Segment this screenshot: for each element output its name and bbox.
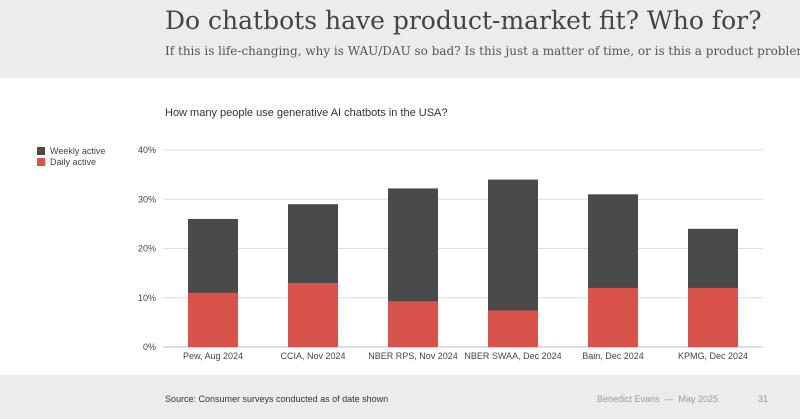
footer-date: May 2025: [678, 394, 719, 404]
bar-daily-active: [688, 287, 738, 347]
chart-legend: Weekly active Daily active: [37, 145, 105, 167]
footer-band: Source: Consumer surveys conducted as of…: [0, 375, 800, 419]
bar-daily-active: [188, 292, 238, 347]
legend-item-weekly: Weekly active: [37, 145, 105, 156]
x-tick-label: Pew, Aug 2024: [183, 351, 243, 361]
x-tick-label: NBER RPS, Nov 2024: [368, 351, 458, 361]
x-tick-label: KPMG, Dec 2024: [678, 351, 748, 361]
y-tick-label: 0%: [143, 342, 156, 352]
header-band: Do chatbots have product-market fit? Who…: [0, 0, 800, 78]
y-tick-label: 30%: [138, 194, 156, 204]
source-note: Source: Consumer surveys conducted as of…: [165, 394, 389, 404]
footer-credit: Benedict Evans — May 2025: [597, 394, 718, 404]
legend-label-weekly: Weekly active: [50, 145, 106, 156]
page-title: Do chatbots have product-market fit? Who…: [165, 6, 762, 35]
chart-title: How many people use generative AI chatbo…: [165, 107, 448, 119]
legend-item-daily: Daily active: [37, 156, 105, 167]
page-number: 31: [758, 394, 769, 404]
y-tick-label: 20%: [138, 244, 156, 254]
y-tick-label: 10%: [138, 293, 156, 303]
x-tick-label: NBER SWAA, Dec 2024: [464, 351, 561, 361]
x-tick-label: CCIA, Nov 2024: [280, 351, 345, 361]
bar-daily-active: [288, 282, 338, 347]
bar-daily-active: [388, 301, 438, 347]
author-name: Benedict Evans: [597, 394, 660, 404]
legend-swatch-daily: [37, 157, 45, 166]
bar-daily-active: [588, 287, 638, 347]
page-subtitle: If this is life-changing, why is WAU/DAU…: [165, 44, 800, 58]
y-tick-label: 40%: [138, 145, 156, 155]
x-tick-label: Bain, Dec 2024: [582, 351, 644, 361]
bar-daily-active: [488, 310, 538, 347]
legend-label-daily: Daily active: [50, 156, 97, 167]
legend-swatch-weekly: [37, 146, 45, 155]
credit-separator: —: [664, 394, 674, 404]
